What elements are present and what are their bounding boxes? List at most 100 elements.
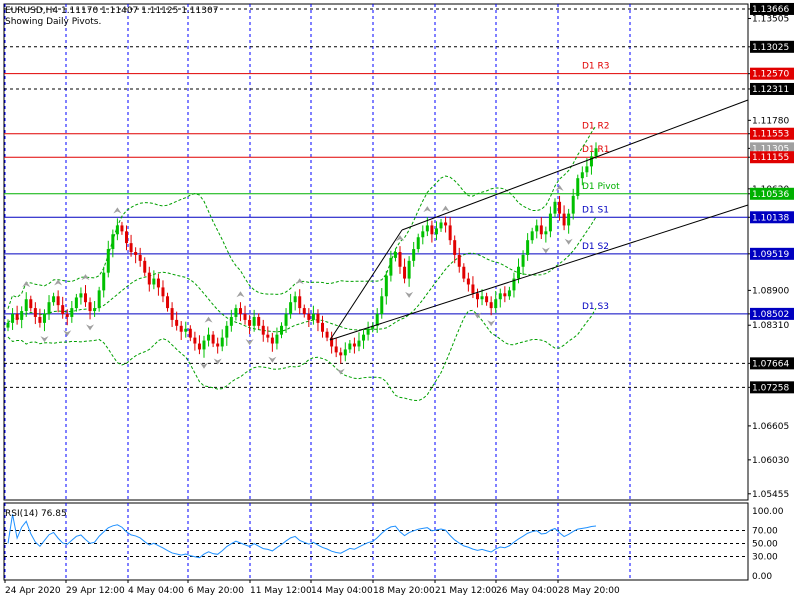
candle-body [65,314,69,317]
candle-body [47,302,51,314]
candle-body [29,299,33,309]
price-tag-label: 1.12311 [752,85,789,95]
candle-body [466,278,470,285]
candle-body [498,293,502,300]
candle-body [79,293,83,298]
candle-body [252,316,256,326]
rsi-title: RSI(14) 76.85 [5,509,67,519]
candle-body [302,308,306,314]
candle-body [580,172,584,179]
candle-body [434,228,438,235]
time-tick-label: 4 May 04:00 [128,586,184,596]
candle-body [512,278,516,291]
candle-body [339,352,343,356]
candle-body [56,296,60,306]
candle-body [225,325,229,338]
candle-body [548,213,552,232]
candle-body [535,225,539,232]
candle-body [389,257,393,276]
candle-body [129,243,133,252]
price-tag-label: 1.11155 [752,153,789,163]
price-tick-label: 1.06030 [752,456,789,466]
candle-body [11,314,15,323]
candle-body [120,225,124,232]
fractal-down-icon [213,358,222,365]
price-tick-label: 1.08900 [752,286,789,296]
candle-body [330,337,334,347]
rsi-tick-label: 100.00 [752,507,784,517]
price-tag-label: 1.10138 [752,213,789,223]
price-tag-label: 1.09519 [752,250,789,260]
candle-body [6,322,10,328]
candle-body [453,240,457,255]
candle-body [33,308,37,317]
pivot-label: D1 R2 [582,122,610,132]
time-tick-label: 21 May 12:00 [435,586,497,596]
price-tick-label: 1.11780 [752,116,789,126]
pivot-label: D1 R3 [582,62,610,72]
candle-body [234,308,238,317]
price-tag-box [750,381,794,394]
candle-body [293,296,297,303]
candle-body [307,314,311,320]
candle-body [375,314,379,326]
fractal-up-icon [113,207,122,214]
candle-body [175,319,179,326]
candle-body [421,231,425,238]
candle-body [38,316,42,323]
candle-body [111,234,115,250]
candle-body [539,225,543,235]
price-tick-label: 1.08310 [752,321,789,331]
pivot-label: D1 S2 [582,242,609,252]
candle-body [380,296,384,314]
candle-body [70,308,74,317]
fractal-down-icon [487,320,496,327]
candle-body [352,343,356,347]
fractal-down-icon [564,238,573,245]
candle-body [589,156,593,167]
band-upper-line [7,125,597,309]
candle-body [444,222,448,226]
fractal-up-icon [236,291,245,298]
fractal-down-icon [40,336,49,343]
price-tick-label: 1.13505 [752,14,789,24]
candle-body [544,231,548,235]
channel-edge-line [329,229,403,341]
candle-body [184,328,188,332]
price-tag-box [750,67,794,80]
candle-body [229,316,233,326]
candle-body [52,296,56,303]
candle-body [348,343,352,350]
fractal-down-icon [541,247,550,254]
candle-body [571,195,575,214]
fractal-up-icon [423,206,432,213]
candle-body [102,272,106,291]
candle-body [412,249,416,261]
rsi-tick-label: 0.00 [752,572,772,582]
candle-body [298,296,302,309]
price-tick-label: 1.05455 [752,490,789,500]
candle-body [553,201,557,214]
candle-body [216,343,220,347]
candle-body [366,328,370,335]
candle-body [562,213,566,226]
candle-body [156,278,160,288]
candle-body [134,252,138,255]
price-tag-label: 1.13666 [752,5,789,15]
price-tag-label: 1.07258 [752,383,789,393]
time-tick-label: 26 May 04:00 [496,586,558,596]
candle-body [106,249,110,273]
fractal-up-icon [295,278,304,285]
candle-body [289,302,293,314]
candle-body [188,328,192,338]
price-tag-box [750,211,794,224]
fractal-up-icon [22,281,31,288]
candle-body [521,254,525,267]
fractal-down-icon [200,362,208,369]
pivot-label: D1 S1 [582,205,609,215]
candle-body [425,225,429,232]
candle-body [270,337,274,344]
candle-body [325,331,329,338]
candle-body [489,302,493,309]
